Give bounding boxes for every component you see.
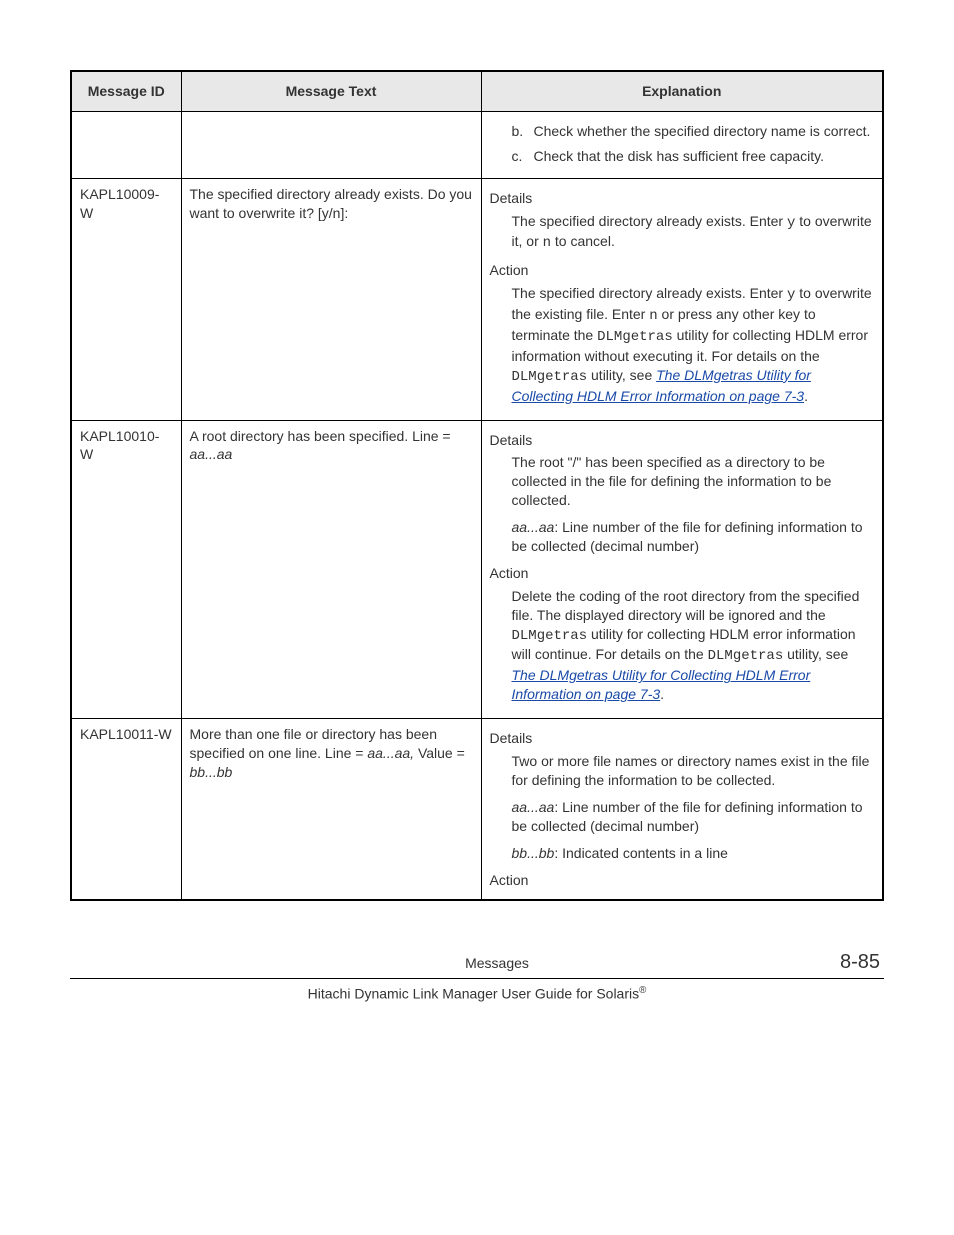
footer-section-title: Messages <box>465 955 529 971</box>
variable-bb: bb...bb <box>512 845 555 861</box>
code-utility: DLMgetras <box>512 369 588 385</box>
action-text: Delete the coding of the root directory … <box>512 587 875 704</box>
table-row: KAPL10011-W More than one file or direct… <box>71 719 883 901</box>
list-marker: c. <box>512 147 534 166</box>
action-label: Action <box>490 564 875 583</box>
messages-table: Message ID Message Text Explanation b. C… <box>70 70 884 901</box>
cell-text: A root directory has been specified. Lin… <box>181 420 481 719</box>
details-text: The specified directory already exists. … <box>512 212 875 254</box>
cell-text <box>181 111 481 178</box>
code-utility: DLMgetras <box>597 329 673 345</box>
details-label: Details <box>490 431 875 450</box>
variable-bb: bb...bb <box>190 764 233 780</box>
action-label: Action <box>490 871 875 890</box>
table-row: KAPL10009-W The specified directory alre… <box>71 178 883 420</box>
details-text: aa...aa: Line number of the file for def… <box>512 518 875 556</box>
list-item: c. Check that the disk has sufficient fr… <box>512 147 875 166</box>
list-marker: b. <box>512 122 534 141</box>
details-text: The root "/" has been specified as a dir… <box>512 453 875 510</box>
details-label: Details <box>490 189 875 208</box>
table-header-row: Message ID Message Text Explanation <box>71 71 883 111</box>
variable-aa: aa...aa, <box>367 745 414 761</box>
details-text: bb...bb: Indicated contents in a line <box>512 844 875 863</box>
footer-doc-title: Hitachi Dynamic Link Manager User Guide … <box>70 979 884 1002</box>
document-page: Message ID Message Text Explanation b. C… <box>0 0 954 1042</box>
cell-explanation: Details The root "/" has been specified … <box>481 420 883 719</box>
cell-id <box>71 111 181 178</box>
cell-id: KAPL10011-W <box>71 719 181 901</box>
code-utility: DLMgetras <box>708 648 784 664</box>
header-message-id: Message ID <box>71 71 181 111</box>
cell-explanation: b. Check whether the specified directory… <box>481 111 883 178</box>
variable-aa: aa...aa <box>512 519 555 535</box>
header-explanation: Explanation <box>481 71 883 111</box>
details-text: Two or more file names or directory name… <box>512 752 875 790</box>
code-n: n <box>543 235 551 251</box>
code-n: n <box>649 308 657 324</box>
list-text: Check whether the specified directory na… <box>534 122 871 141</box>
list-text: Check that the disk has sufficient free … <box>534 147 825 166</box>
table-row: KAPL10010-W A root directory has been sp… <box>71 420 883 719</box>
action-text: The specified directory already exists. … <box>512 284 875 405</box>
header-message-text: Message Text <box>181 71 481 111</box>
action-label: Action <box>490 261 875 280</box>
registered-mark: ® <box>639 985 646 996</box>
cell-id: KAPL10009-W <box>71 178 181 420</box>
details-label: Details <box>490 729 875 748</box>
table-row: b. Check whether the specified directory… <box>71 111 883 178</box>
cell-text: The specified directory already exists. … <box>181 178 481 420</box>
cell-explanation: Details Two or more file names or direct… <box>481 719 883 901</box>
cell-id: KAPL10010-W <box>71 420 181 719</box>
page-footer: Messages 8-85 Hitachi Dynamic Link Manag… <box>70 951 884 1002</box>
variable-aa: aa...aa <box>190 446 233 462</box>
cell-text: More than one file or directory has been… <box>181 719 481 901</box>
code-utility: DLMgetras <box>512 628 588 644</box>
page-number: 8-85 <box>840 951 880 974</box>
details-text: aa...aa: Line number of the file for def… <box>512 798 875 836</box>
cell-explanation: Details The specified directory already … <box>481 178 883 420</box>
list-item: b. Check whether the specified directory… <box>512 122 875 141</box>
variable-aa: aa...aa <box>512 799 555 815</box>
